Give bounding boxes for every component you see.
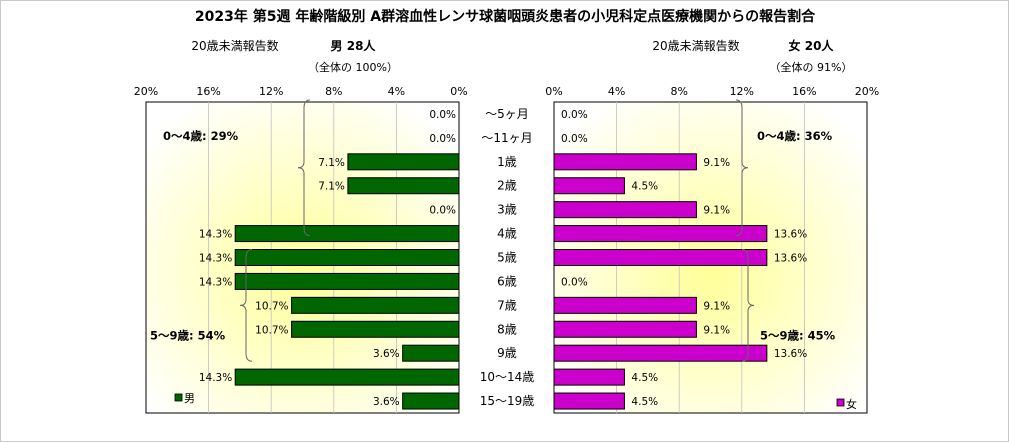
male-value-label: 14.3% — [199, 276, 232, 288]
x-tick-label: 16% — [196, 85, 220, 98]
female-bar — [553, 225, 768, 243]
male-value-label: 0.0% — [429, 133, 456, 145]
female-value-label: 13.6% — [774, 348, 807, 360]
female-value-label: 9.1% — [703, 157, 730, 169]
male-value-label: 3.6% — [373, 348, 400, 360]
female-bar — [553, 249, 768, 266]
female-annotation-5-9: 5～9歳: 45% — [760, 328, 836, 342]
male-value-label: 7.1% — [318, 157, 345, 169]
category-label: 9歳 — [497, 346, 517, 360]
category-label: 3歳 — [497, 203, 517, 217]
x-tick-label: 4% — [608, 85, 625, 98]
x-tick-label: 0% — [450, 85, 467, 98]
female-value-label: 4.5% — [631, 181, 658, 193]
male-bar — [234, 368, 460, 386]
x-tick-label: 8% — [325, 85, 342, 98]
female-legend-swatch — [836, 398, 845, 407]
male-bar — [402, 392, 460, 410]
category-label: 7歳 — [497, 298, 517, 312]
female-header-value: 女 20人 — [789, 38, 835, 53]
female-annotation-0-4: 0～4歳: 36% — [757, 129, 833, 143]
x-tick-label: 0% — [545, 85, 562, 98]
male-value-label: 0.0% — [429, 205, 456, 217]
male-value-label: 10.7% — [255, 324, 288, 336]
male-bar — [347, 153, 460, 171]
x-tick-label: 20% — [134, 85, 158, 98]
female-bar — [553, 153, 697, 171]
male-header-sub: （全体の 100%） — [308, 60, 398, 74]
category-label: ～11ヶ月 — [481, 131, 532, 145]
female-value-label: 9.1% — [703, 324, 730, 336]
female-value-label: 4.5% — [631, 372, 658, 384]
female-header-label: 20歳未満報告数 — [652, 38, 739, 53]
female-bar — [553, 392, 625, 410]
male-header-label: 20歳未満報告数 — [191, 38, 278, 53]
male-bar — [234, 272, 460, 290]
group-brace — [741, 249, 755, 362]
group-brace — [297, 99, 311, 237]
male-value-label: 10.7% — [255, 300, 288, 312]
female-bar — [553, 177, 625, 195]
axis-tick-labels: 20% 16% 12% 8% 4% 0% 0% 4% 8% 12% 16% 20% — [134, 85, 879, 98]
category-label: 6歳 — [497, 274, 517, 288]
female-bar — [553, 201, 697, 219]
female-header-sub: （全体の 91%） — [770, 60, 853, 74]
category-label: 10～14歳 — [480, 370, 535, 384]
female-value-label: 9.1% — [703, 205, 730, 217]
male-annotation-5-9: 5～9歳: 54% — [150, 328, 226, 342]
category-label: 5歳 — [497, 251, 517, 265]
male-legend-label: 男 — [184, 392, 195, 405]
category-label: ～5ヶ月 — [485, 107, 529, 121]
x-tick-label: 12% — [730, 85, 754, 98]
male-value-label: 3.6% — [373, 396, 400, 408]
female-value-label: 13.6% — [774, 253, 807, 265]
x-tick-label: 20% — [855, 85, 879, 98]
group-annotations: 0～4歳: 29% 5～9歳: 54% 0～4歳: 36% 5～9歳: 45% — [150, 99, 836, 362]
category-label: 15～19歳 — [480, 394, 535, 408]
male-bar — [291, 296, 460, 314]
female-bar — [553, 296, 697, 314]
female-value-label: 4.5% — [631, 396, 658, 408]
chart-title: 2023年 第5週 年齢階級別 A群溶血性レンサ球菌咽頭炎患者の小児科定点医療機… — [195, 8, 816, 25]
male-bar — [347, 177, 460, 195]
x-tick-label: 12% — [259, 85, 283, 98]
female-bar — [553, 368, 625, 386]
category-label: 4歳 — [497, 227, 517, 241]
x-tick-label: 16% — [792, 85, 816, 98]
male-value-label: 14.3% — [199, 229, 232, 241]
category-labels: ～5ヶ月 ～11ヶ月 1歳 2歳 3歳 4歳 5歳 6歳 7歳 8歳 9歳 10～14歳 15～19歳 — [480, 107, 535, 408]
male-bar — [234, 249, 460, 266]
female-value-label: 0.0% — [561, 109, 588, 121]
female-bar — [553, 344, 768, 362]
female-value-label: 0.0% — [561, 133, 588, 145]
female-value-label: 0.0% — [561, 276, 588, 288]
male-legend-swatch — [174, 393, 183, 402]
male-bar — [402, 344, 460, 362]
category-label: 1歳 — [497, 155, 517, 169]
female-legend-label: 女 — [846, 397, 857, 411]
bars: 0.0% 0.0% 0.0% 0.0% 7.1% 9.1% 7.1% 4.5% 0.0% 9.1%… — [199, 109, 807, 410]
group-brace — [239, 249, 253, 362]
group-brace — [735, 99, 749, 237]
male-value-label: 14.3% — [199, 253, 232, 265]
x-tick-label: 4% — [388, 85, 405, 98]
female-value-label: 9.1% — [703, 300, 730, 312]
female-bar — [553, 320, 697, 338]
male-value-label: 7.1% — [318, 181, 345, 193]
male-bar — [234, 225, 460, 243]
male-bar — [291, 320, 460, 338]
category-label: 2歳 — [497, 179, 517, 193]
female-value-label: 13.6% — [774, 229, 807, 241]
male-annotation-0-4: 0～4歳: 29% — [163, 129, 239, 143]
male-value-label: 14.3% — [199, 372, 232, 384]
male-value-label: 0.0% — [429, 109, 456, 121]
category-label: 8歳 — [497, 322, 517, 336]
male-header-value: 男 28人 — [331, 38, 377, 53]
x-tick-label: 8% — [670, 85, 687, 98]
